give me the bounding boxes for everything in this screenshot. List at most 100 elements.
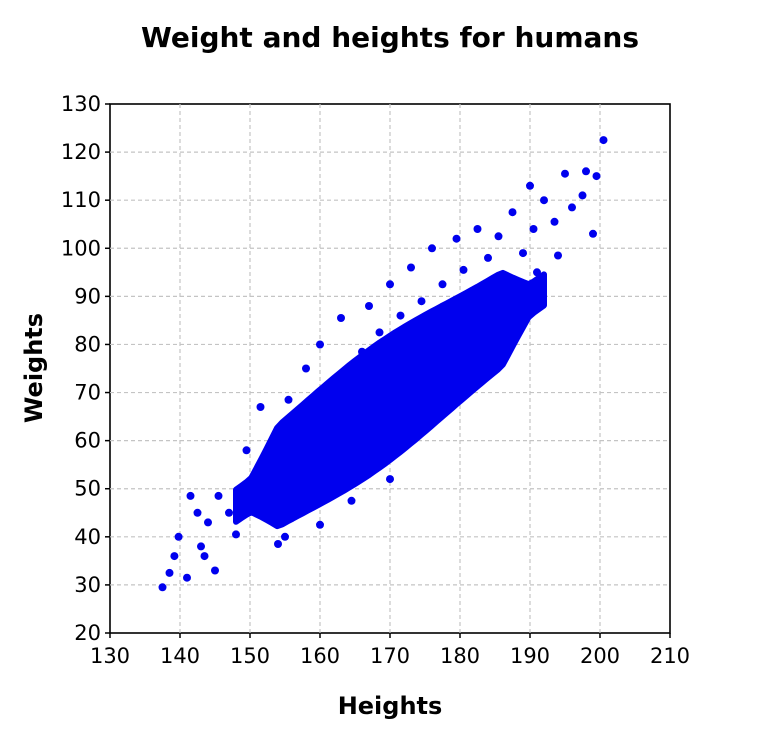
- data-point: [256, 403, 265, 411]
- y-tick-label: 80: [74, 332, 101, 356]
- data-point: [512, 302, 520, 310]
- data-point: [340, 424, 349, 433]
- data-point: [347, 496, 356, 505]
- x-tick-label: 190: [510, 644, 550, 668]
- data-point: [442, 381, 450, 390]
- data-point: [459, 265, 468, 274]
- data-point: [354, 400, 363, 409]
- data-point: [302, 364, 310, 373]
- data-point: [263, 465, 272, 474]
- data-point: [158, 583, 167, 592]
- data-point: [456, 335, 464, 344]
- y-tick-label: 100: [61, 236, 101, 260]
- data-point: [326, 446, 335, 455]
- data-point: [396, 311, 405, 320]
- data-point: [253, 475, 261, 484]
- data-point: [305, 470, 314, 479]
- data-point: [491, 328, 499, 337]
- y-tick-label: 30: [74, 573, 101, 597]
- y-tick-label: 50: [74, 477, 101, 501]
- data-point: [312, 434, 321, 443]
- data-point: [599, 136, 608, 145]
- data-point: [578, 191, 587, 200]
- point-cloud: [233, 269, 547, 530]
- data-point: [281, 532, 289, 541]
- data-point: [554, 251, 562, 260]
- x-tick-label: 130: [90, 644, 130, 668]
- data-point: [438, 280, 447, 289]
- point-cloud-core: [233, 269, 547, 530]
- data-point: [407, 263, 415, 272]
- x-tick-label: 150: [230, 644, 270, 668]
- data-point: [400, 422, 408, 431]
- data-point: [561, 169, 569, 178]
- x-tick-label: 180: [440, 644, 480, 668]
- data-point: [582, 167, 590, 176]
- data-point: [382, 359, 391, 368]
- data-point: [344, 374, 352, 383]
- data-point: [410, 369, 419, 378]
- data-point: [214, 491, 223, 500]
- data-point: [274, 540, 282, 548]
- data-point: [319, 405, 328, 414]
- data-point: [225, 508, 233, 517]
- data-point: [452, 234, 461, 243]
- data-point: [473, 225, 482, 233]
- y-tick-label: 110: [61, 188, 101, 212]
- data-point: [568, 203, 576, 212]
- y-tick-label: 60: [74, 429, 101, 453]
- data-point: [316, 520, 324, 529]
- data-point: [337, 314, 345, 322]
- data-point: [358, 347, 366, 356]
- data-point: [484, 253, 492, 262]
- data-point: [183, 573, 191, 582]
- data-point: [540, 196, 548, 205]
- data-point: [333, 463, 342, 472]
- x-tick-label: 160: [300, 644, 340, 668]
- y-tick-label: 120: [61, 140, 101, 164]
- data-point: [295, 417, 303, 426]
- data-point: [550, 217, 559, 226]
- data-point: [165, 568, 174, 577]
- data-point: [174, 532, 183, 541]
- x-axis-label: Heights: [338, 692, 443, 720]
- data-point: [466, 357, 475, 366]
- y-axis-label: Weights: [20, 313, 48, 423]
- y-tick-label: 130: [61, 92, 101, 116]
- y-tick-label: 40: [74, 525, 101, 549]
- data-point: [592, 172, 601, 181]
- data-point: [421, 403, 429, 411]
- data-point: [298, 494, 307, 503]
- chart-title: Weight and heights for humans: [141, 21, 639, 54]
- y-tick-label: 70: [74, 381, 101, 405]
- x-tick-label: 210: [650, 644, 690, 668]
- grid-lines: [110, 104, 670, 633]
- data-point: [316, 340, 324, 349]
- data-point: [170, 552, 179, 561]
- data-point: [393, 390, 401, 399]
- data-point: [368, 381, 377, 390]
- data-point: [501, 277, 510, 286]
- data-point: [386, 280, 394, 289]
- data-point: [197, 542, 205, 551]
- data-point: [204, 518, 212, 527]
- data-point: [529, 225, 538, 233]
- axis-ticks: 130 140 150 160 170 180 190 200 210 20 30 40 50 60 70 8…: [61, 92, 690, 668]
- y-tick-label: 20: [74, 621, 101, 645]
- x-tick-label: 140: [160, 644, 200, 668]
- data-point: [519, 249, 527, 258]
- data-point: [284, 395, 293, 404]
- data-point: [193, 508, 202, 517]
- data-point: [470, 292, 478, 301]
- data-point: [494, 232, 503, 241]
- data-point: [526, 181, 534, 190]
- data-point: [424, 326, 433, 334]
- data-point: [330, 388, 338, 397]
- data-point: [372, 412, 380, 421]
- data-point: [435, 350, 443, 359]
- data-point: [508, 208, 517, 217]
- data-point: [242, 446, 251, 455]
- data-point: [375, 328, 384, 337]
- data-point: [417, 297, 426, 306]
